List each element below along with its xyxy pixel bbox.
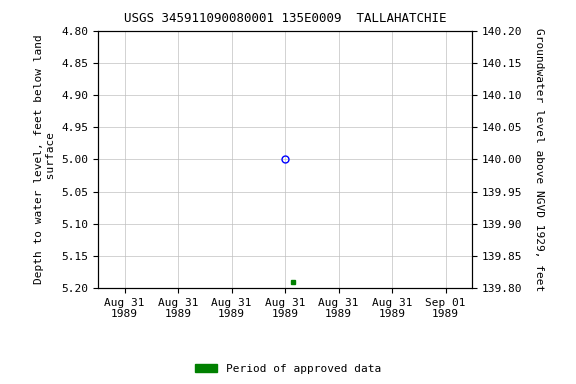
Legend: Period of approved data: Period of approved data (191, 359, 385, 379)
Y-axis label: Groundwater level above NGVD 1929, feet: Groundwater level above NGVD 1929, feet (533, 28, 544, 291)
Title: USGS 345911090080001 135E0009  TALLAHATCHIE: USGS 345911090080001 135E0009 TALLAHATCH… (124, 12, 446, 25)
Y-axis label: Depth to water level, feet below land
 surface: Depth to water level, feet below land su… (34, 35, 56, 284)
